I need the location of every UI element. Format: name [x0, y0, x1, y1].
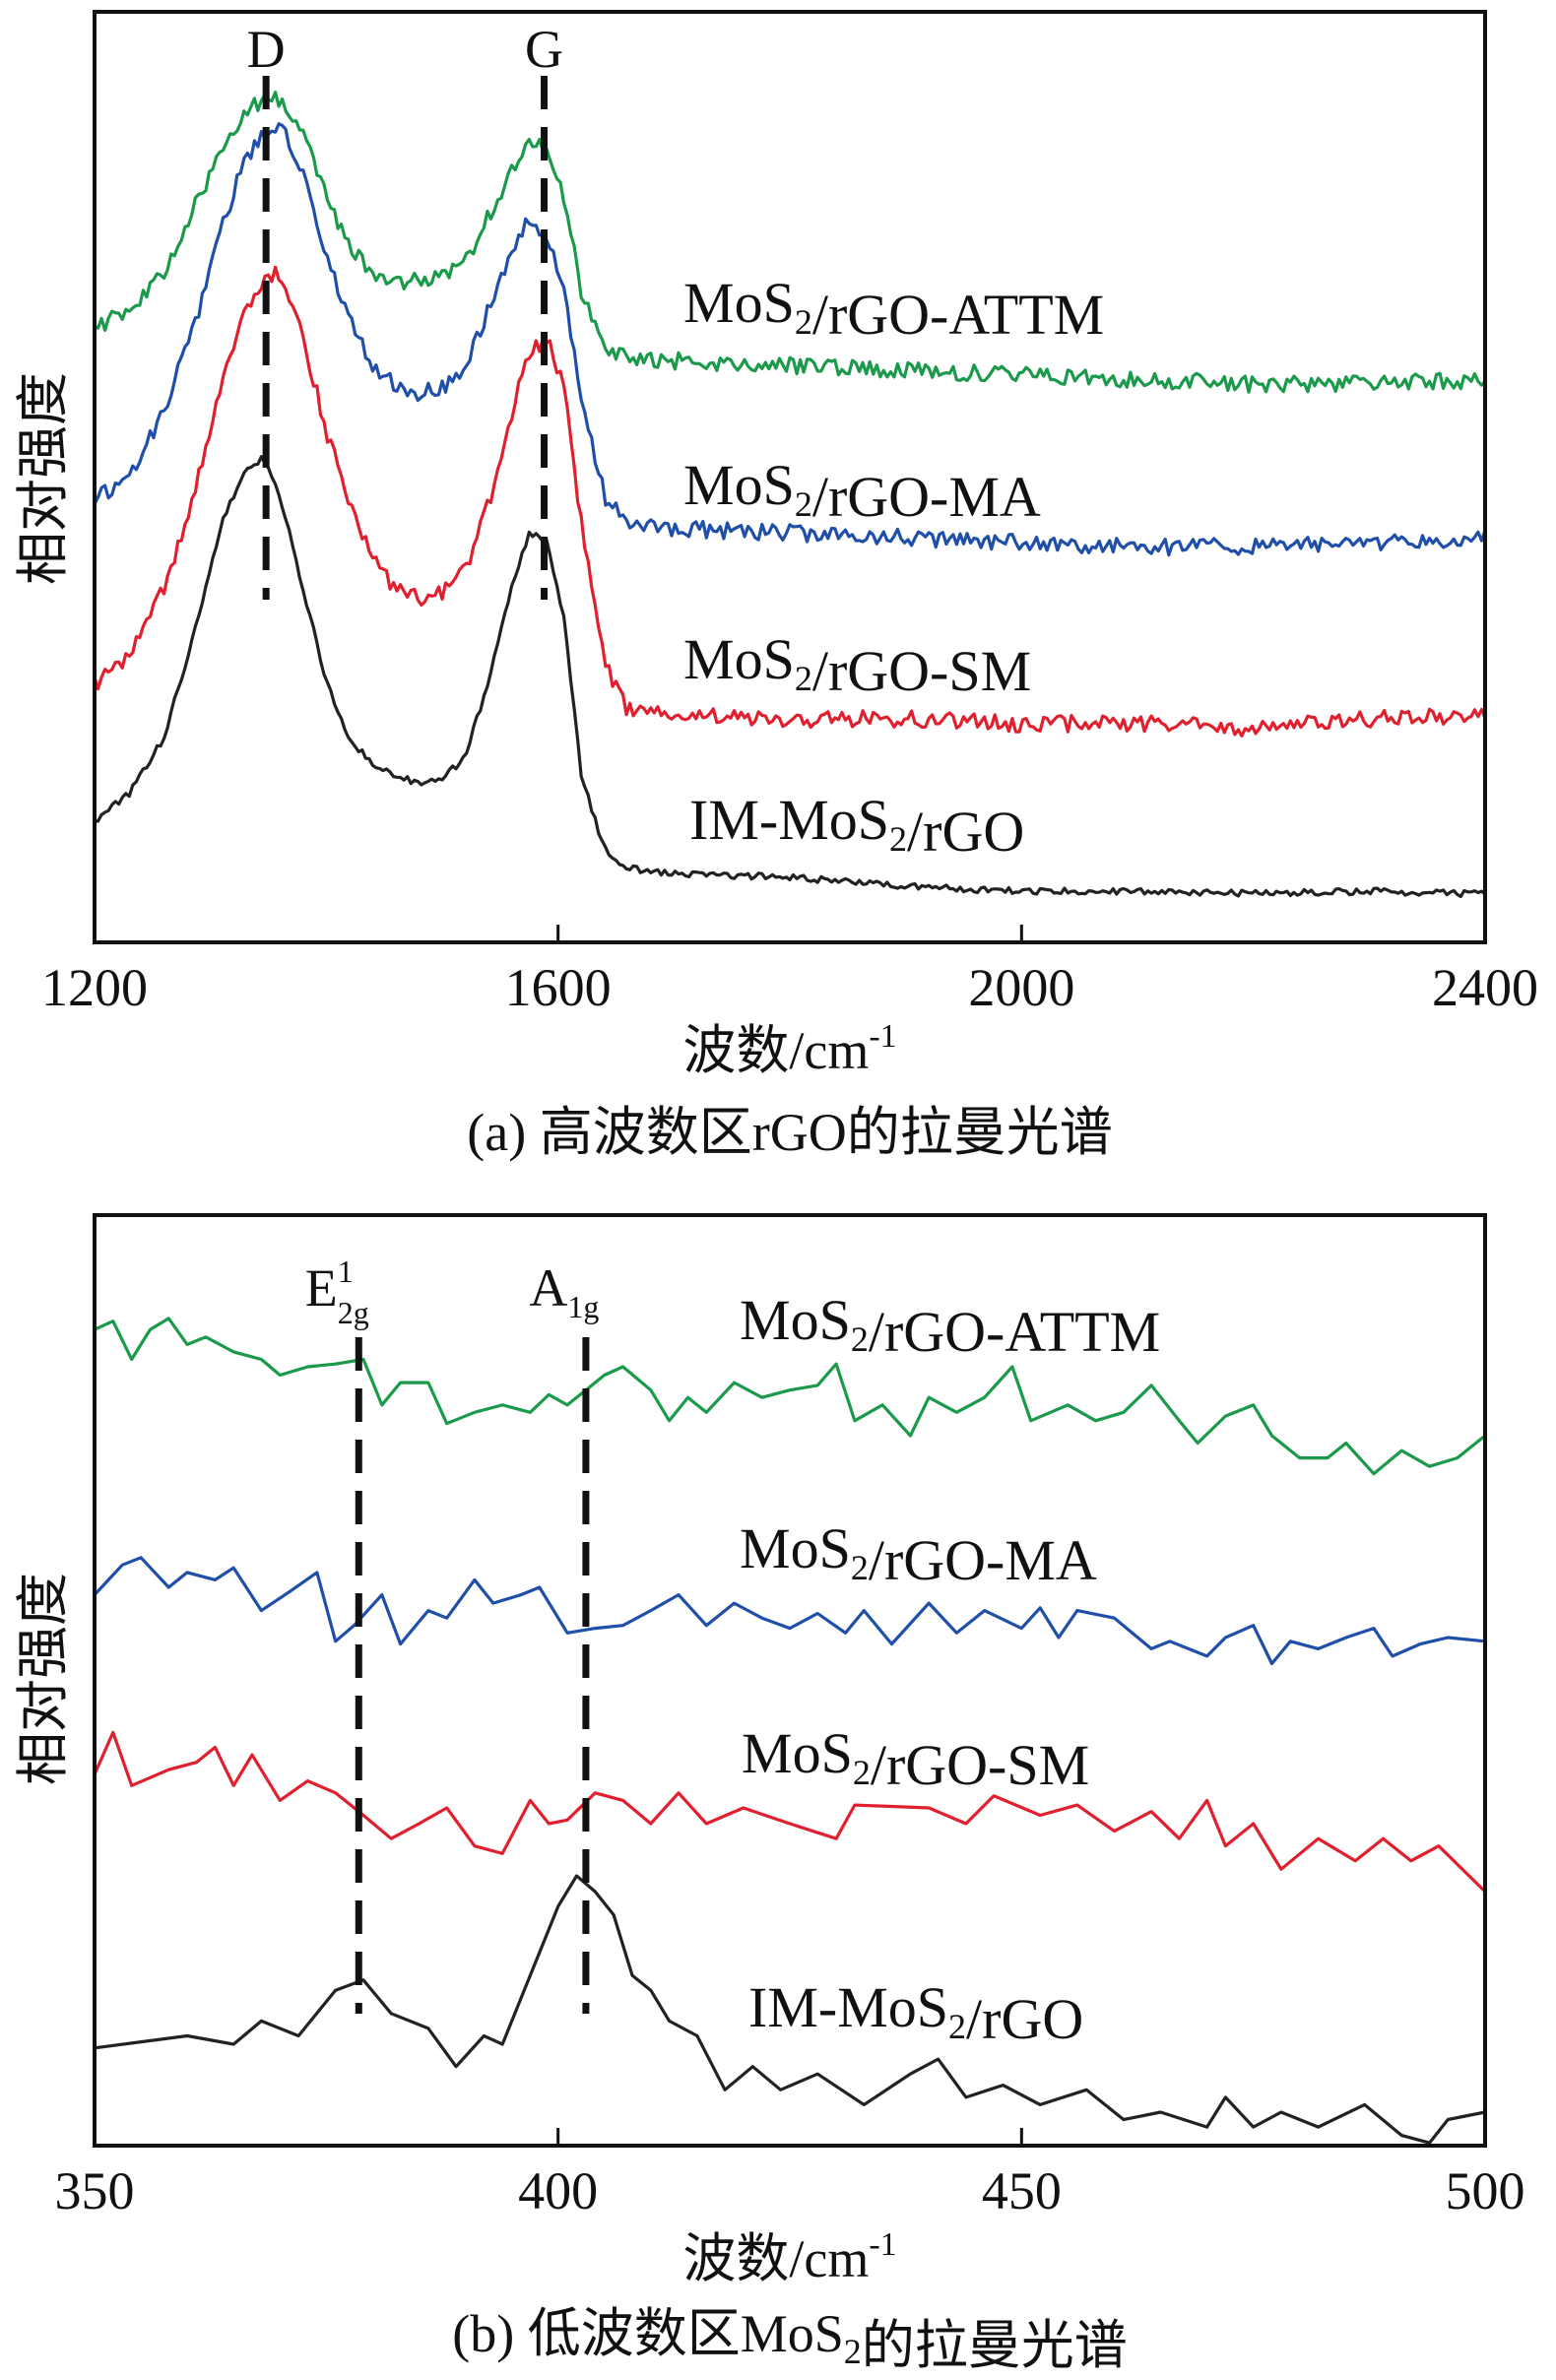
panel-b-series [93, 1317, 1487, 2145]
series-label: MoS2/rGO-ATTM [740, 1288, 1160, 1364]
peak-marker-label: E1 2g [305, 1254, 369, 1330]
x-tick-label: 1600 [505, 958, 612, 1017]
panel-a-ylabel: 相对强度 [14, 372, 73, 585]
series-label: MoS2/rGO-MA [740, 1516, 1097, 1592]
series-line-mos2-rgo-sm [93, 1730, 1487, 1894]
series-line-im-mos2-rgo [94, 1874, 1486, 2145]
series-line-mos2-rgo-attm [94, 1317, 1487, 1476]
series-line-mos2-rgo-attm [94, 90, 1487, 394]
panel-b-ylabel: 相对强度 [14, 1573, 73, 1785]
x-tick-label: 400 [518, 2161, 598, 2220]
panel-b-xlabel: 波数/cm-1 [682, 2226, 896, 2288]
series-label: IM-MoS2/rGO [689, 788, 1024, 864]
panel-a-xlabel: 波数/cm-1 [682, 1018, 896, 1080]
series-label: IM-MoS2/rGO [748, 1975, 1083, 2051]
panel-b-caption: (b) 低波数区MoS2的拉曼光谱 [452, 2304, 1128, 2375]
x-tick-label: 2000 [968, 958, 1074, 1017]
panel-b-frame [93, 1213, 1487, 2148]
panel-b-series-labels: MoS2/rGO-ATTM MoS2/rGO-MA MoS2/rGO-SM IM-Mo… [740, 1288, 1160, 2051]
x-tick-label: 500 [1446, 2161, 1525, 2220]
series-line-mos2-rgo-ma [93, 1556, 1486, 1666]
x-tick-label: 1200 [41, 958, 148, 1017]
series-line-mos2-rgo-sm [93, 265, 1487, 739]
panel-b: 350 400 450 500 E1 2g A1g MoS2/rGO-ATTMMoS2/r… [14, 1213, 1525, 2375]
panel-b-peak-markers: E1 2g A1g [305, 1254, 599, 2014]
series-label: MoS2/rGO-ATTM [683, 271, 1104, 347]
panel-a-ticks: 1200 1600 2000 2400 [41, 925, 1538, 1017]
peak-marker-label: A1g [529, 1258, 599, 1324]
x-tick-label: 2400 [1432, 958, 1538, 1017]
panel-b-ticks: 350 400 450 500 [55, 2128, 1525, 2220]
peak-marker-label: G [525, 20, 563, 79]
panel-a-caption: (a) 高波数区rGO的拉曼光谱 [467, 1103, 1112, 1162]
series-label: MoS2/rGO-SM [683, 627, 1031, 703]
panel-a-series [93, 90, 1487, 899]
peak-marker-label: D [247, 20, 286, 79]
series-line-im-mos2-rgo [94, 455, 1487, 899]
series-label: MoS2/rGO-SM [742, 1721, 1089, 1797]
panel-a-series-labels: MoS2/rGO-ATTM MoS2/rGO-MA MoS2/rGO-SM IM-Mo… [683, 271, 1104, 864]
x-tick-label: 450 [982, 2161, 1062, 2220]
series-label: MoS2/rGO-MA [683, 453, 1041, 529]
panel-a-frame [93, 10, 1487, 944]
x-tick-label: 350 [55, 2161, 135, 2220]
series-line-mos2-rgo-ma [93, 122, 1487, 557]
